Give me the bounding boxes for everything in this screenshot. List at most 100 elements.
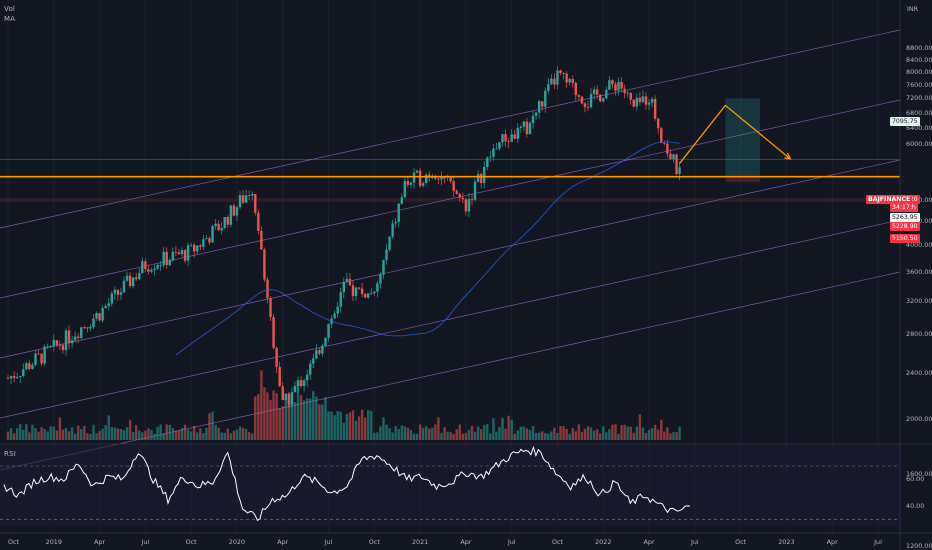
volume-bar	[107, 415, 110, 440]
volume-bar	[467, 429, 471, 440]
candle-body	[657, 118, 660, 129]
volume-bar	[113, 427, 117, 440]
volume-bar	[339, 412, 342, 440]
volume-bar	[421, 427, 425, 440]
candle-body	[489, 156, 492, 158]
stop-zone	[725, 176, 760, 183]
candle-body	[278, 366, 281, 387]
volume-bar	[15, 428, 19, 440]
volume-bar	[391, 432, 394, 440]
volume-bar	[25, 424, 28, 440]
candle-body	[620, 81, 623, 89]
volume-bar	[363, 417, 367, 440]
volume-bar	[296, 382, 300, 440]
candle-body	[455, 190, 458, 194]
volume-bar	[519, 426, 523, 440]
volume-bar	[223, 432, 226, 440]
volume-bar	[418, 424, 422, 440]
candle-body	[565, 73, 568, 83]
volume-bar	[46, 431, 49, 440]
candle-body	[104, 306, 107, 309]
volume-bar	[653, 424, 657, 440]
volume-bar	[83, 426, 86, 440]
candle-body	[138, 273, 141, 280]
price-axis-tick-label: 3200.00	[906, 297, 932, 306]
candle-body	[382, 260, 385, 275]
time-axis-tick-label: 2022	[595, 538, 612, 546]
volume-bar	[507, 415, 510, 440]
candle-body	[299, 380, 303, 386]
candle-body	[101, 308, 104, 321]
volume-legend[interactable]: Vol	[4, 5, 16, 13]
price-axis-tick-label: 7200.00	[906, 94, 932, 103]
volume-bar	[138, 430, 141, 440]
regression-channel-lines	[0, 29, 901, 471]
volume-bar	[165, 424, 168, 440]
volume-bar	[321, 404, 324, 440]
volume-bar	[327, 411, 330, 440]
volume-bar	[583, 428, 587, 440]
volume-bar	[461, 433, 465, 440]
candle-body	[318, 350, 321, 354]
candle-body	[61, 345, 65, 350]
volume-bar	[577, 424, 581, 440]
time-axis-tick-label: Jul	[874, 538, 882, 546]
candle-body	[653, 98, 657, 119]
candle-body	[577, 95, 581, 97]
candle-body	[309, 363, 312, 375]
candle-body	[95, 312, 98, 319]
volume-bar	[119, 428, 123, 440]
candle-body	[669, 153, 672, 160]
position-box	[725, 98, 760, 183]
volume-bar	[290, 394, 294, 440]
volume-bar	[309, 398, 312, 440]
volume-bar	[547, 433, 550, 440]
candle-body	[513, 134, 516, 139]
volume-bar	[360, 409, 364, 440]
candlestick-series	[6, 66, 681, 409]
volume-bar	[464, 432, 468, 440]
price-axis-tick-label: 8800.00	[906, 44, 932, 53]
volume-bar	[388, 428, 391, 440]
candle-body	[385, 249, 388, 261]
volume-bar	[675, 432, 678, 440]
volume-bar	[168, 424, 171, 440]
volume-bar	[9, 428, 13, 440]
candle-body	[19, 375, 22, 377]
volume-bar	[272, 390, 275, 440]
volume-bar	[495, 431, 498, 440]
volume-bar	[235, 429, 239, 440]
candle-body	[208, 238, 211, 243]
rsi-legend[interactable]: RSI	[4, 450, 16, 458]
price-axis-tick-label: 8400.00	[906, 55, 932, 64]
candle-body	[119, 292, 123, 295]
price-axis-tick-label: 4000.00	[906, 241, 932, 250]
volume-bar	[162, 433, 165, 440]
price-axis-tick-label: 2800.00	[906, 330, 932, 339]
volume-bar	[541, 431, 544, 440]
candle-body	[531, 115, 535, 124]
candle-body	[12, 376, 16, 379]
volume-bar	[247, 431, 251, 440]
volume-bar	[428, 428, 431, 440]
volume-bar	[199, 428, 202, 440]
price-axis-tick-label: 1200.00	[906, 542, 932, 550]
candle-body	[629, 92, 632, 100]
candle-body	[443, 177, 446, 179]
ma-legend[interactable]: MA	[4, 15, 16, 23]
candle-body	[232, 205, 236, 216]
candle-body	[156, 265, 159, 269]
volume-bar	[678, 426, 681, 440]
volume-bar	[373, 432, 376, 440]
volume-bar	[92, 424, 95, 440]
candle-body	[324, 337, 327, 346]
volume-bar	[186, 429, 190, 440]
volume-bar	[376, 432, 379, 440]
volume-bar	[6, 431, 10, 440]
time-axis-tick-label: 2020	[228, 538, 246, 546]
candle-body	[342, 282, 345, 293]
projection-arrowhead	[784, 152, 792, 160]
volume-bar	[312, 391, 315, 440]
volume-bar	[19, 424, 22, 440]
